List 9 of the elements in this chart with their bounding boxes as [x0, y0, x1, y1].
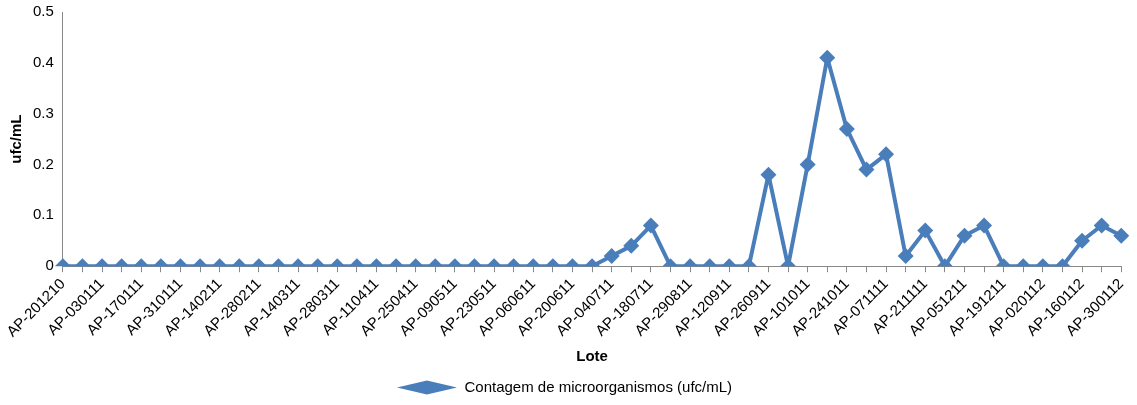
y-tick-label: 0.4: [32, 52, 54, 70]
x-axis-title: Lote: [576, 347, 608, 365]
y-tick-label: 0: [45, 256, 54, 274]
legend-label: Contagem de microorganismos (ufc/mL): [464, 377, 733, 395]
y-axis-title: ufc/mL: [7, 114, 25, 164]
y-tick-label: 0.5: [32, 2, 54, 20]
y-tick-label: 0.1: [32, 205, 54, 223]
y-tick-label: 0.3: [32, 103, 54, 121]
y-tick-label: 0.2: [32, 154, 54, 172]
